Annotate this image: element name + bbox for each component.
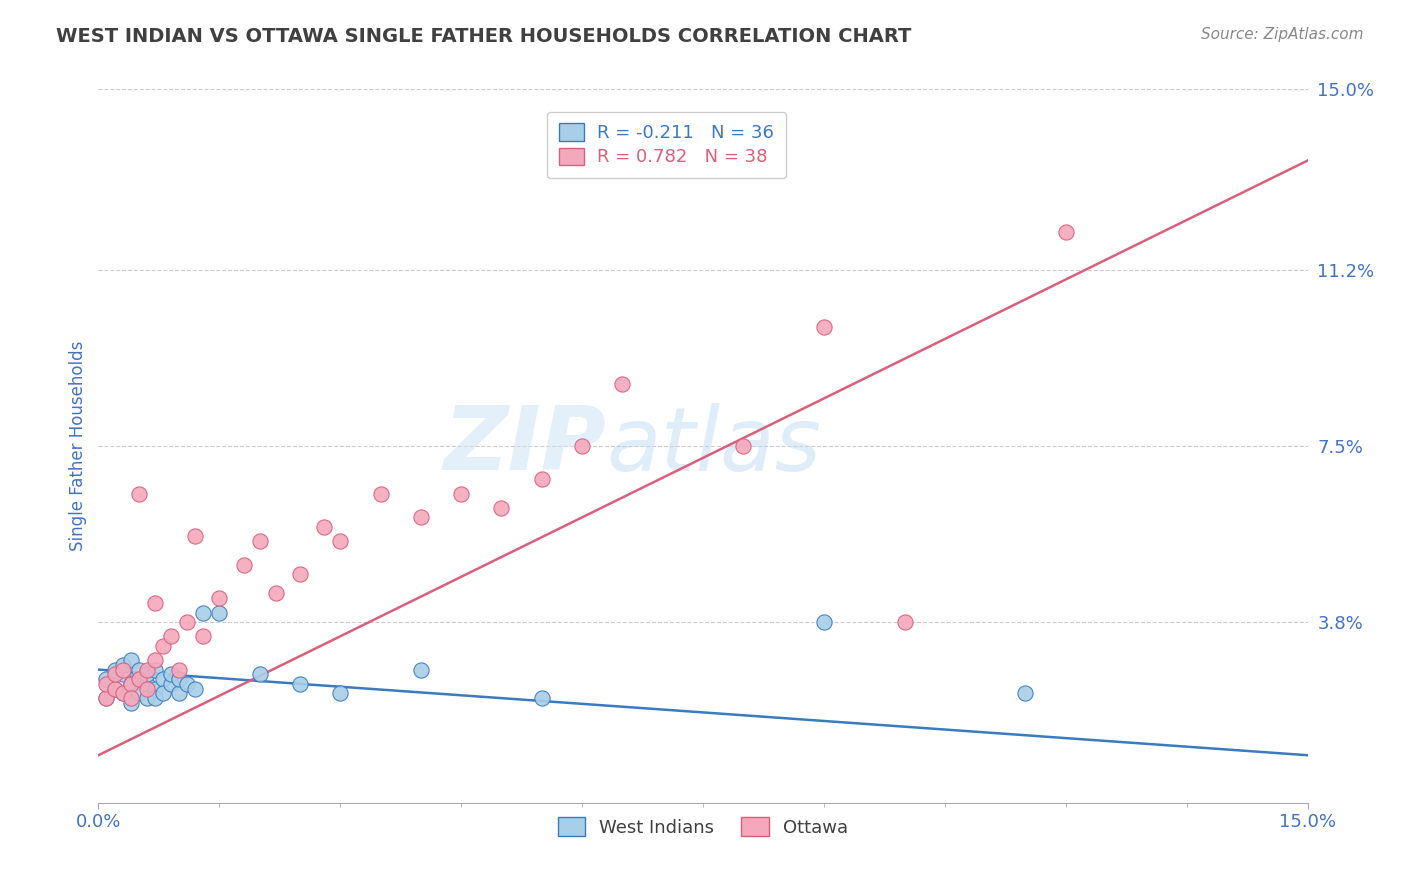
Point: [152, 672, 174, 686]
Point: [193, 606, 215, 620]
Point: [167, 686, 190, 700]
Point: [184, 681, 207, 696]
Point: [135, 681, 157, 696]
Point: [120, 653, 142, 667]
Point: [128, 686, 150, 700]
Point: [96, 677, 118, 691]
Point: [813, 615, 835, 629]
Point: [329, 534, 352, 549]
Point: [128, 663, 150, 677]
Point: [813, 320, 835, 334]
Point: [288, 567, 311, 582]
Point: [167, 663, 190, 677]
Point: [208, 591, 231, 606]
Text: Source: ZipAtlas.com: Source: ZipAtlas.com: [1201, 27, 1364, 42]
Point: [128, 672, 150, 686]
Point: [143, 663, 166, 677]
Point: [193, 629, 215, 643]
Point: [103, 681, 125, 696]
Point: [135, 691, 157, 706]
Point: [120, 696, 142, 710]
Point: [409, 510, 432, 524]
Y-axis label: Single Father Households: Single Father Households: [69, 341, 87, 551]
Point: [176, 677, 198, 691]
Point: [111, 657, 134, 672]
Point: [1054, 225, 1077, 239]
Point: [120, 677, 142, 691]
Point: [96, 691, 118, 706]
Point: [208, 606, 231, 620]
Point: [103, 667, 125, 681]
Point: [450, 486, 472, 500]
Point: [128, 486, 150, 500]
Point: [143, 596, 166, 610]
Point: [733, 439, 755, 453]
Point: [314, 520, 336, 534]
Point: [370, 486, 392, 500]
Point: [1014, 686, 1036, 700]
Point: [160, 667, 183, 681]
Point: [184, 529, 207, 543]
Point: [111, 686, 134, 700]
Point: [288, 677, 311, 691]
Point: [249, 534, 271, 549]
Point: [160, 629, 183, 643]
Point: [143, 681, 166, 696]
Point: [893, 615, 915, 629]
Point: [232, 558, 254, 572]
Text: atlas: atlas: [606, 403, 821, 489]
Point: [96, 691, 118, 706]
Point: [111, 663, 134, 677]
Point: [530, 472, 553, 486]
Point: [103, 663, 125, 677]
Point: [409, 663, 432, 677]
Point: [135, 667, 157, 681]
Point: [152, 686, 174, 700]
Point: [491, 500, 513, 515]
Point: [128, 672, 150, 686]
Point: [120, 677, 142, 691]
Legend: West Indians, Ottawa: West Indians, Ottawa: [551, 810, 855, 844]
Point: [264, 586, 287, 600]
Point: [160, 677, 183, 691]
Point: [176, 615, 198, 629]
Point: [571, 439, 593, 453]
Point: [96, 672, 118, 686]
Point: [135, 663, 157, 677]
Text: WEST INDIAN VS OTTAWA SINGLE FATHER HOUSEHOLDS CORRELATION CHART: WEST INDIAN VS OTTAWA SINGLE FATHER HOUS…: [56, 27, 911, 45]
Point: [111, 686, 134, 700]
Point: [167, 672, 190, 686]
Point: [152, 639, 174, 653]
Point: [329, 686, 352, 700]
Point: [111, 667, 134, 681]
Point: [143, 691, 166, 706]
Point: [103, 681, 125, 696]
Point: [530, 691, 553, 706]
Point: [612, 377, 634, 392]
Point: [249, 667, 271, 681]
Text: ZIP: ZIP: [443, 402, 606, 490]
Point: [143, 653, 166, 667]
Point: [120, 691, 142, 706]
Point: [135, 677, 157, 691]
